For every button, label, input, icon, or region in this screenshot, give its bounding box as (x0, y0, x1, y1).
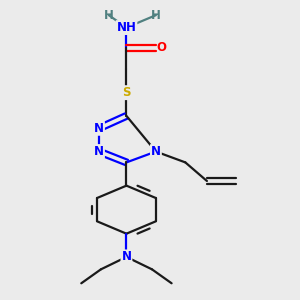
Text: N: N (94, 145, 104, 158)
Text: H: H (104, 9, 114, 22)
Text: N: N (94, 122, 104, 135)
Text: O: O (156, 41, 166, 54)
Text: N: N (151, 145, 161, 158)
Text: N: N (122, 250, 131, 263)
Text: H: H (151, 9, 161, 22)
Text: NH: NH (116, 21, 136, 34)
Text: S: S (122, 86, 131, 99)
